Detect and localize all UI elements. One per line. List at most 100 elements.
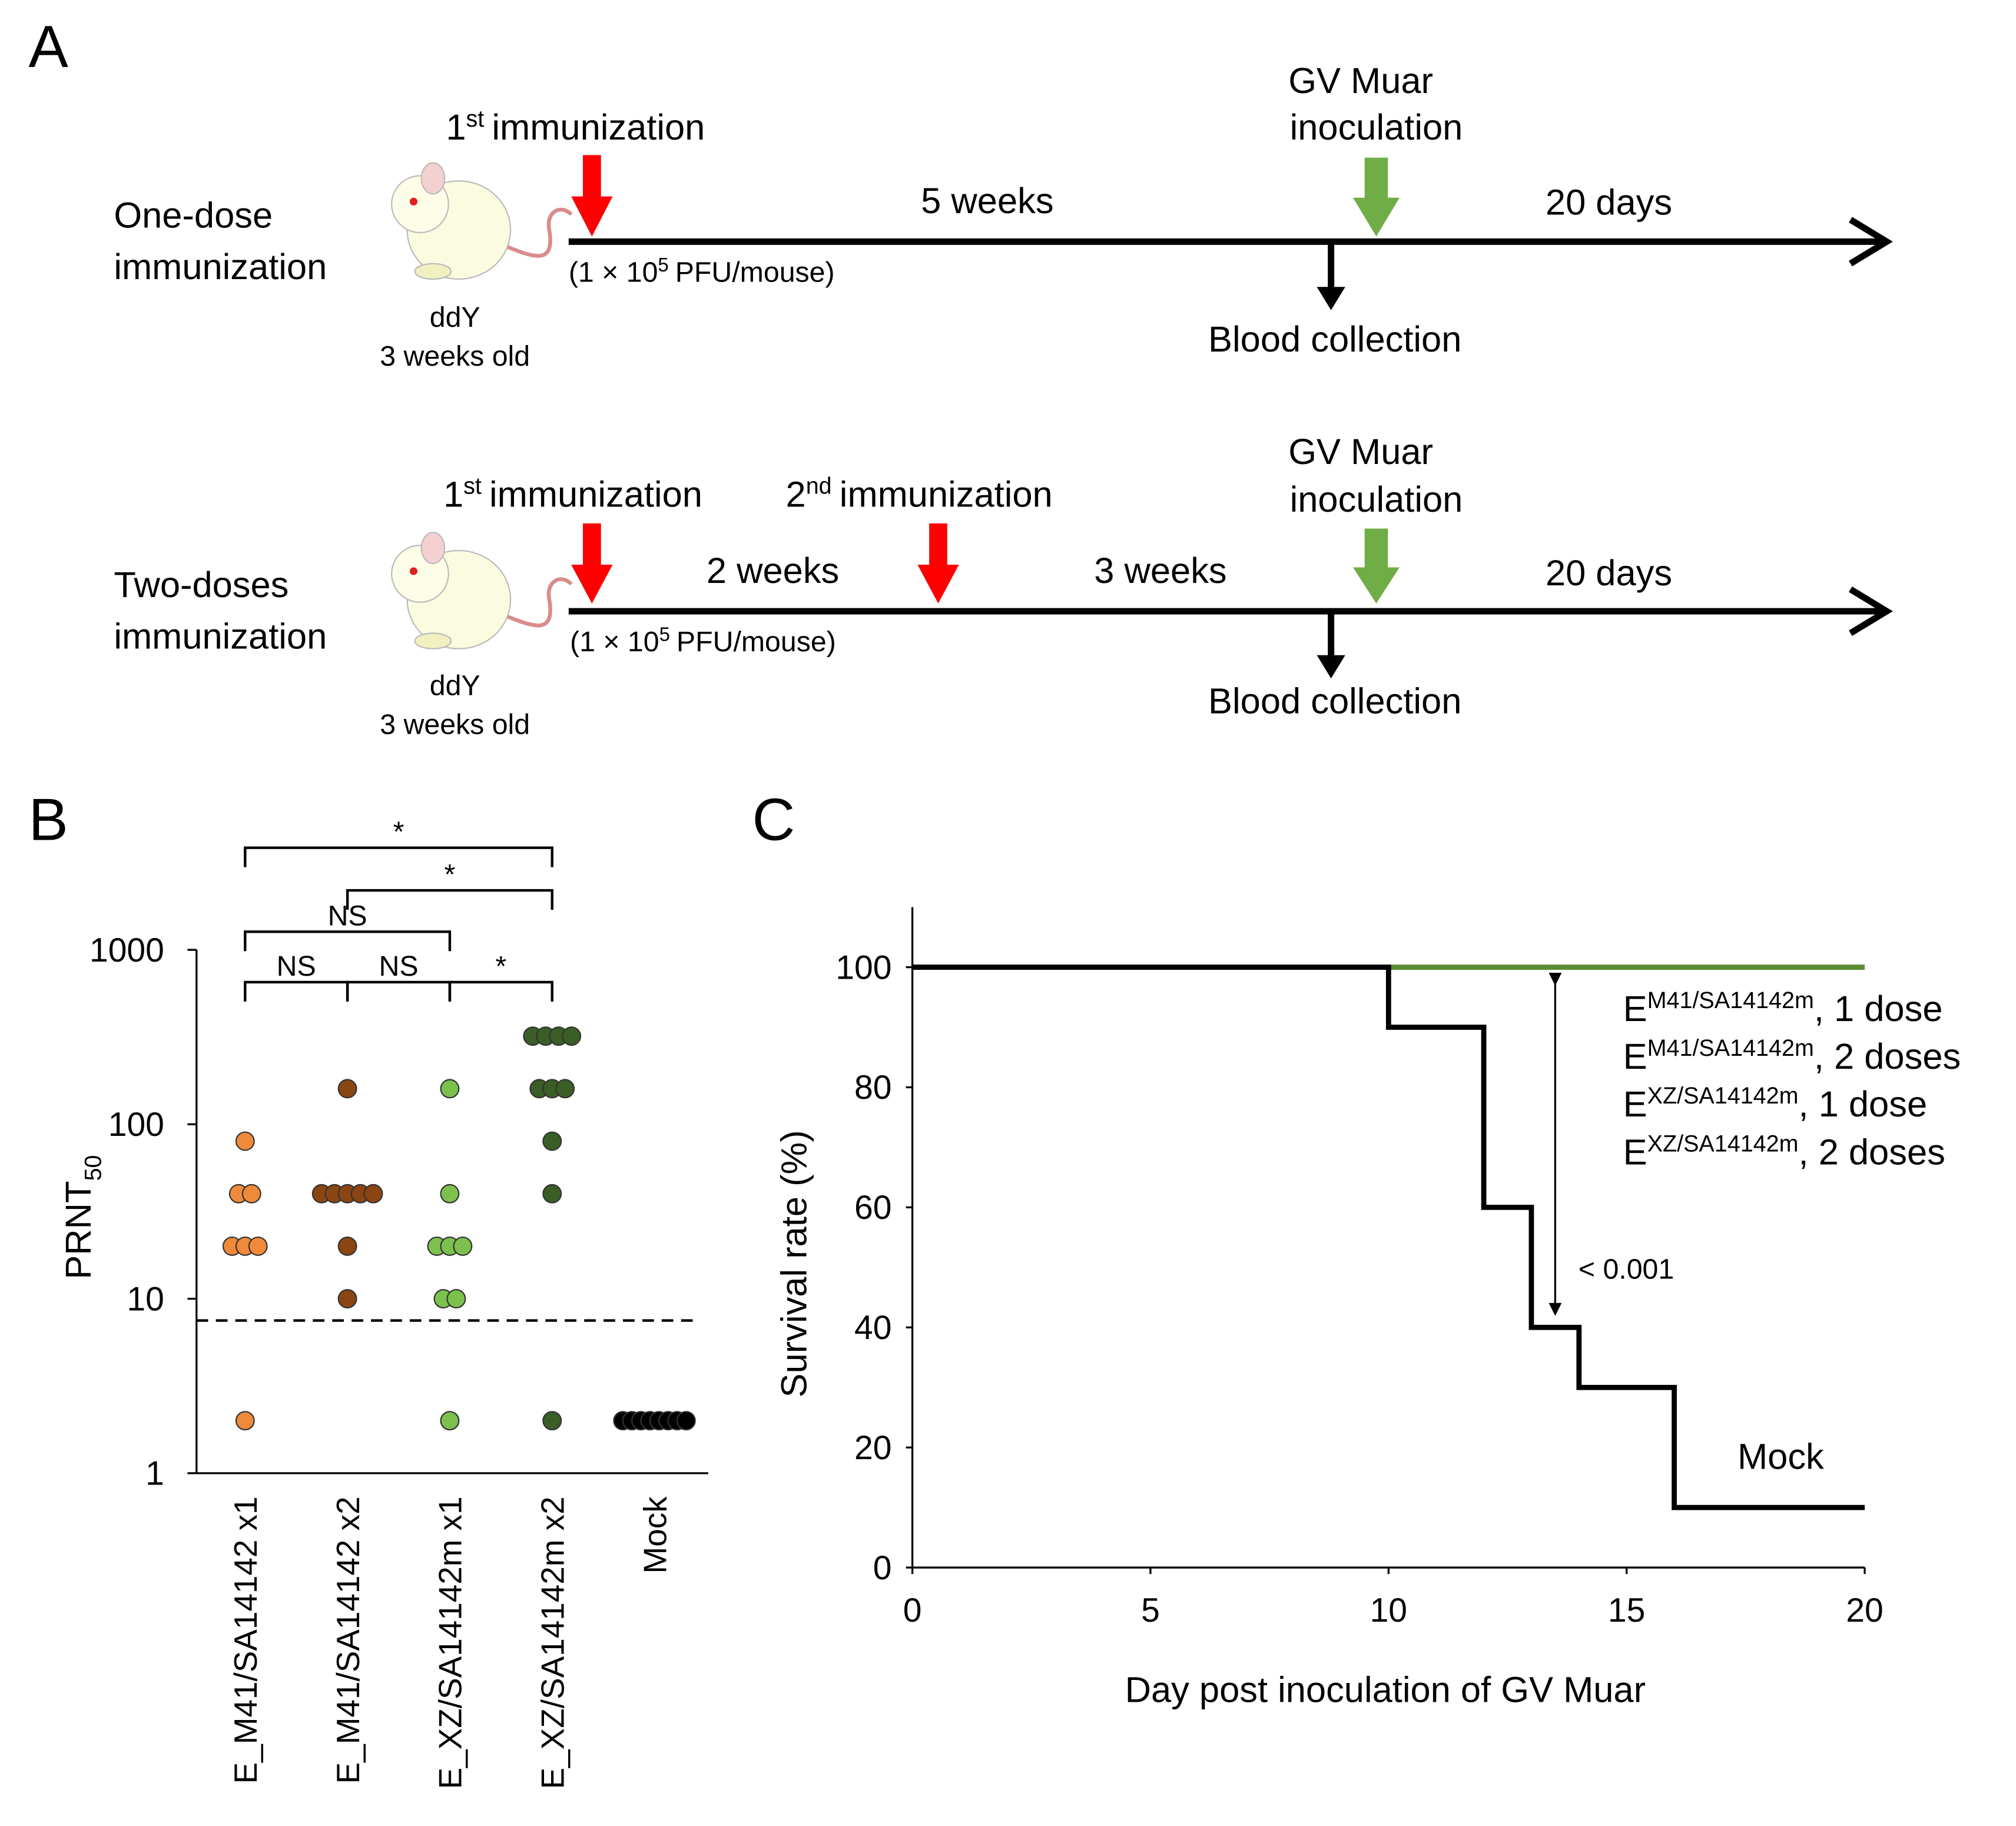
interval: 3 weeks — [1094, 551, 1226, 591]
data-point — [235, 1131, 255, 1151]
row-two-doses: Two-doses immunization ddY 3 weeks old 1… — [114, 432, 1893, 741]
data-point — [235, 1411, 255, 1431]
data-point — [363, 1184, 383, 1204]
legend-base: E — [1623, 1036, 1647, 1077]
x-tick-label: 10 — [1370, 1592, 1407, 1629]
data-point — [440, 1411, 460, 1431]
ordinal: 2 — [786, 474, 806, 515]
strain: ddY — [430, 670, 480, 702]
y-tick-label: 1 — [145, 1455, 164, 1493]
challenge-label: GV Muar — [1288, 432, 1433, 472]
y-tick-label: 100 — [835, 949, 891, 986]
y-tick-label: 40 — [854, 1309, 891, 1347]
y-tick-label: 10 — [127, 1280, 164, 1318]
ordinal-suffix: st — [463, 473, 482, 499]
challenge-arrow — [1352, 528, 1400, 604]
x-tick-label: E_M41/SA14142 x2 — [330, 1496, 366, 1784]
immunization-text: immunization — [489, 474, 702, 515]
row-title: One-dose — [114, 195, 273, 236]
legend-sup: XZ/SA14142m — [1647, 1083, 1799, 1109]
y-tick-label: 80 — [854, 1069, 891, 1106]
data-point — [562, 1026, 582, 1046]
x-tick-label: 0 — [903, 1592, 922, 1629]
challenge-label: inoculation — [1290, 479, 1463, 520]
challenge-label: GV Muar — [1288, 61, 1433, 101]
x-tick-label: 15 — [1608, 1592, 1645, 1629]
dose-text: PFU/mouse) — [677, 626, 836, 658]
legend-sup: M41/SA14142m — [1647, 987, 1814, 1013]
significance-bracket — [244, 930, 452, 952]
legend-entry: EXZ/SA14142m, 2 doses — [1623, 1131, 1945, 1172]
panel-label: A — [28, 14, 68, 80]
age: 3 weeks old — [380, 709, 530, 741]
significance-label: * — [393, 816, 404, 848]
significance-label: NS — [277, 950, 316, 982]
ordinal: 1 — [446, 107, 466, 148]
significance-label: NS — [328, 900, 367, 932]
sampling-label: Blood collection — [1208, 319, 1461, 360]
challenge-label: inoculation — [1290, 107, 1463, 148]
legend-base: E — [1623, 1084, 1647, 1125]
x-tick-label: E_XZ/SA14142m x1 — [432, 1496, 469, 1789]
x-axis-label: Day post inoculation of GV Muar — [1125, 1669, 1646, 1710]
legend-text: , 2 doses — [1799, 1132, 1945, 1172]
immunization-arrow — [917, 523, 959, 604]
legend-base: E — [1623, 1132, 1647, 1172]
survival-line — [912, 965, 1865, 1510]
y-axis-label: PRNT50 — [58, 1155, 107, 1279]
data-point — [676, 1411, 696, 1431]
interval: 2 weeks — [707, 551, 839, 591]
immunization-label: 1st immunization — [443, 473, 702, 515]
row-one-dose: One-dose immunization ddY 3 weeks old 1s… — [114, 61, 1893, 372]
data-point — [337, 1289, 357, 1309]
data-point — [440, 1184, 460, 1204]
legend-sup: XZ/SA14142m — [1647, 1131, 1799, 1156]
sampling-arrow-head — [1317, 287, 1345, 310]
row-title: immunization — [114, 247, 327, 287]
x-tick-label: E_M41/SA14142 x1 — [227, 1496, 264, 1784]
legend-base: E — [1623, 989, 1647, 1029]
immunization-text: immunization — [840, 474, 1053, 515]
age: 3 weeks old — [380, 340, 530, 372]
y-tick-label: 100 — [108, 1106, 164, 1144]
legend-text: , 1 dose — [1799, 1084, 1928, 1125]
panel-label: B — [28, 787, 68, 853]
interval: 20 days — [1546, 553, 1672, 594]
mouse-icon — [391, 162, 573, 280]
significance-bracket — [244, 846, 553, 867]
interval: 20 days — [1546, 182, 1672, 223]
ordinal-suffix: nd — [806, 473, 832, 499]
x-tick-label: E_XZ/SA14142m x2 — [534, 1496, 571, 1789]
panel-label: C — [752, 787, 795, 853]
y-axis-label-sub: 50 — [80, 1155, 106, 1181]
ordinal-suffix: st — [466, 106, 485, 132]
legend-entry: EXZ/SA14142m, 1 dose — [1623, 1083, 1927, 1125]
x-tick-label: 5 — [1141, 1592, 1160, 1629]
data-point — [337, 1236, 357, 1256]
immunization-text: immunization — [492, 107, 705, 148]
x-tick-label: Mock — [636, 1496, 673, 1574]
data-point — [248, 1236, 268, 1256]
significance-label: * — [495, 950, 506, 982]
timeline-head — [1849, 217, 1893, 267]
significance-bracket — [346, 889, 553, 910]
immunization-label: 1st immunization — [446, 106, 705, 148]
interval: 5 weeks — [921, 181, 1053, 221]
legend-sup: M41/SA14142m — [1647, 1035, 1814, 1061]
y-tick-label: 60 — [854, 1189, 891, 1227]
significance-bracket — [346, 980, 452, 1002]
panel-b: 1 10 100 1000 E_M41/SA14142 x1 E_M41/SA14142 … — [89, 816, 708, 1789]
immunization-label: 2nd immunization — [786, 473, 1053, 515]
data-point — [542, 1411, 562, 1431]
y-axis-label-text: PRNT — [58, 1181, 99, 1279]
y-tick-label: 20 — [854, 1429, 891, 1467]
sampling-arrow-head — [1317, 655, 1345, 679]
significance-label: NS — [379, 950, 418, 982]
dose-text: (1 × 10 — [569, 256, 658, 288]
mouse-icon — [391, 532, 573, 649]
significance-label: * — [445, 859, 456, 890]
strain: ddY — [430, 301, 480, 333]
